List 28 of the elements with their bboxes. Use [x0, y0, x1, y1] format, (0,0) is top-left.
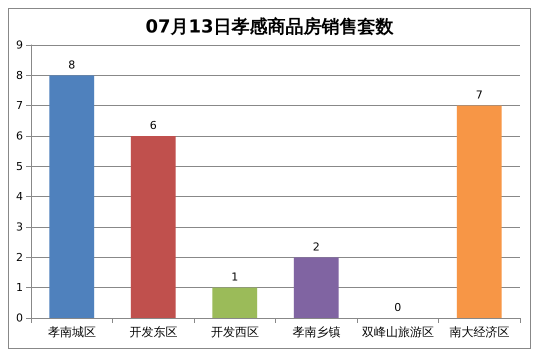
- data-label: 0: [394, 301, 402, 314]
- bar: [456, 106, 502, 318]
- data-label: 7: [476, 88, 483, 102]
- y-tick-label: 4: [16, 190, 23, 204]
- y-tick-label: 2: [16, 250, 23, 264]
- data-label: 2: [312, 240, 320, 254]
- x-tick-label: 孝南乡镇: [292, 325, 340, 339]
- bar: [130, 136, 176, 318]
- x-tick-label: 孝南城区: [48, 325, 96, 339]
- y-tick-label: 0: [16, 312, 23, 324]
- x-tick-label: 双峰山旅游区: [362, 325, 434, 339]
- y-tick-label: 6: [16, 130, 23, 142]
- chart-title: 07月13日孝感商品房销售套数: [145, 16, 395, 38]
- y-tick-label: 5: [16, 160, 23, 173]
- bar: [212, 288, 258, 318]
- y-tick-label: 8: [16, 68, 23, 82]
- data-label: 6: [150, 119, 157, 132]
- x-tick-label: 开发东区: [129, 325, 178, 339]
- data-label: 8: [68, 58, 76, 72]
- x-tick-label: 南大经济区: [449, 325, 510, 339]
- data-label: 1: [231, 270, 238, 284]
- y-tick-label: 3: [16, 220, 23, 234]
- y-tick-label: 7: [16, 99, 23, 112]
- bar: [294, 257, 339, 318]
- y-tick-label: 9: [16, 38, 23, 52]
- y-tick-label: 1: [16, 281, 23, 294]
- x-tick-label: 开发西区: [210, 325, 259, 339]
- bar: [49, 75, 94, 318]
